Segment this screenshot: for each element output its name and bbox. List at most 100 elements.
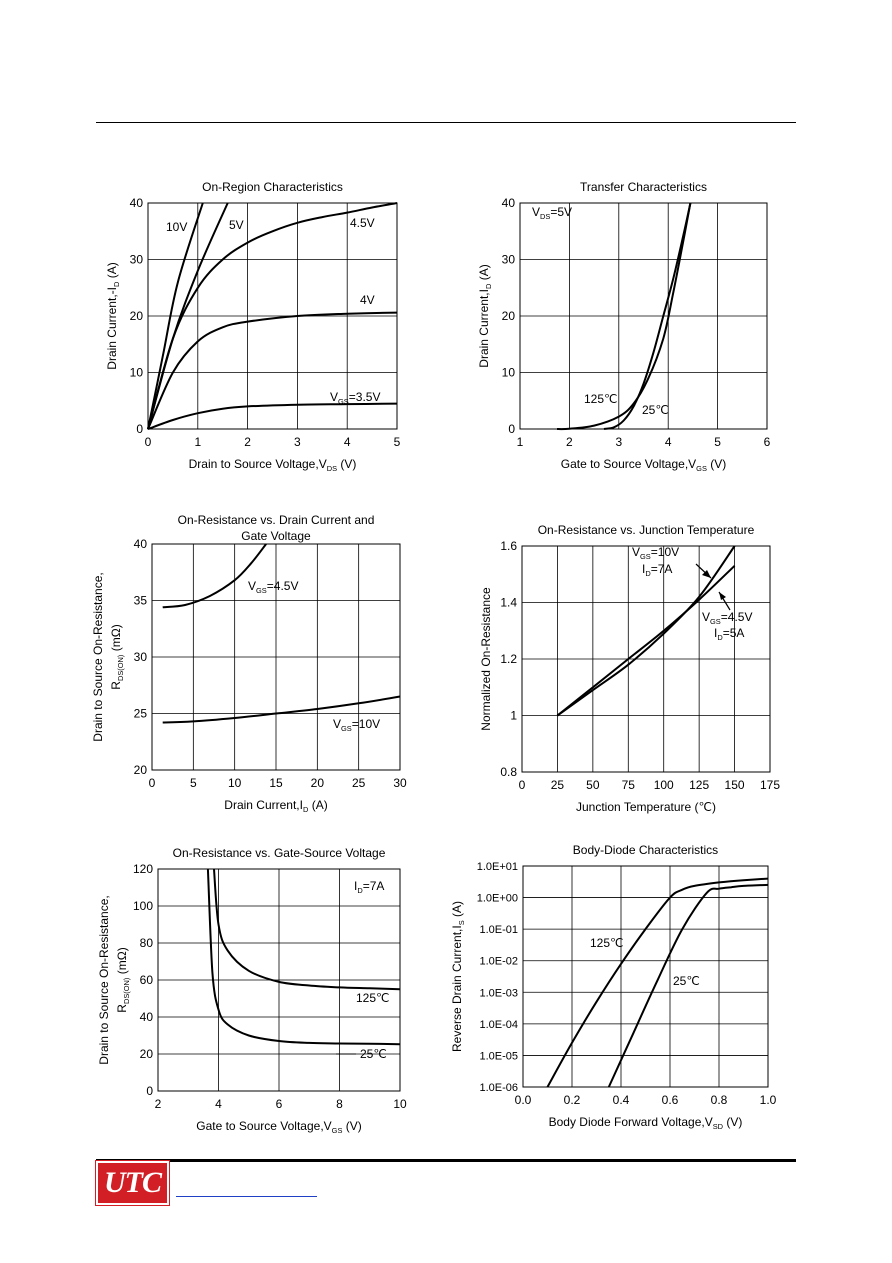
c4-x-tick-label: 125 — [689, 778, 709, 792]
c4-series-label-0: VGS=10V — [632, 545, 679, 561]
c6-plot-frame — [522, 865, 769, 1088]
c1-chart: 0 1 2 3 4 5 0 10 20 30 40 On-Region Characteristics… — [105, 180, 401, 473]
c4-series-label-2: VGS=4.5V — [702, 610, 752, 626]
c3-y-tick-label: 25 — [134, 707, 148, 721]
c6-x-tick-label: 0.6 — [662, 1093, 679, 1107]
c1-x-tick-label: 5 — [394, 435, 401, 449]
c4-y-tick-label: 0.8 — [500, 765, 517, 779]
c4-series-label-1: ID=7A — [642, 562, 672, 578]
c1-x-tick-label: 3 — [294, 435, 301, 449]
c4-arrowhead-4-5v — [719, 592, 726, 600]
c6-series-line-1 — [607, 883, 769, 1088]
c1-x-axis-label: Drain to Source Voltage,VDS (V) — [189, 457, 357, 473]
c5-y-tick-label: 0 — [146, 1084, 153, 1098]
c6-y-tick-label: 1.0E-03 — [479, 987, 518, 999]
c3-x-tick-label: 10 — [228, 776, 242, 790]
c2-x-tick-label: 4 — [665, 435, 672, 449]
c2-label-125c: 125℃ — [584, 392, 618, 406]
c6-x-tick-label: 0.0 — [515, 1093, 532, 1107]
c6-y-tick-label: 1.0E+00 — [477, 893, 518, 905]
c4-series-label-3: ID=5A — [714, 626, 744, 642]
c5-y-tick-label: 60 — [140, 973, 154, 987]
c4-title: On-Resistance vs. Junction Temperature — [538, 523, 755, 537]
c4-arrowhead-10v — [702, 570, 711, 578]
c5-label-25c: 25℃ — [360, 1047, 387, 1061]
c1-series-line-3 — [147, 311, 398, 430]
c6-x-tick-label: 0.4 — [613, 1093, 630, 1107]
top-rule — [96, 122, 796, 123]
c4-chart: 0 25 50 75 100 125 150 175 0.8 1 1.2 1.4 1.6 On-Resis… — [479, 523, 780, 814]
c1-label-4v: 4V — [360, 293, 375, 307]
c3-x-tick-label: 20 — [311, 776, 325, 790]
c1-label-vgs-3-5v: VGS=3.5V — [330, 390, 380, 406]
c3-series-line-0 — [162, 543, 267, 609]
c4-x-axis-label: Junction Temperature (℃) — [576, 800, 716, 814]
c4-x-tick-label: 0 — [519, 778, 526, 792]
c5-x-tick-label: 6 — [276, 1097, 283, 1111]
c1-plot-frame — [147, 202, 398, 430]
c6-label-25c: 25℃ — [673, 974, 700, 988]
c2-x-tick-label: 3 — [615, 435, 622, 449]
c5-x-tick-label: 4 — [215, 1097, 222, 1111]
c2-x-tick-label: 2 — [566, 435, 573, 449]
c3-y-axis-label-line2: RDS(ON) (mΩ) — [109, 624, 125, 689]
c3-x-tick-label: 5 — [190, 776, 197, 790]
c3-x-tick-label: 15 — [269, 776, 283, 790]
c1-label-4-5v: 4.5V — [350, 216, 375, 230]
c3-title: On-Resistance vs. Drain Current and — [178, 513, 375, 527]
c4-y-tick-label: 1.6 — [500, 539, 517, 553]
c5-y-tick-label: 80 — [140, 936, 154, 950]
c2-y-tick-label: 20 — [502, 309, 516, 323]
c4-series-line-1 — [556, 565, 736, 717]
bottom-rule — [96, 1159, 796, 1162]
c1-y-tick-label: 10 — [130, 366, 144, 380]
c3-y-axis-label: Drain to Source On-Resistance, — [91, 572, 105, 741]
c1-y-axis-label: Drain Current,-ID (A) — [105, 262, 121, 369]
c2-label-25c: 25℃ — [642, 403, 669, 417]
c5-y-axis-label-line2: RDS(ON) (mΩ) — [115, 947, 131, 1012]
c6-x-axis-label: Body Diode Forward Voltage,VSD (V) — [549, 1115, 743, 1131]
c5-y-tick-label: 120 — [133, 862, 153, 876]
c1-label-5v: 5V — [229, 218, 244, 232]
c2-annotation-vds: VDS=5V — [532, 205, 572, 221]
c1-label-10v: 10V — [166, 220, 187, 234]
c1-x-tick-label: 1 — [194, 435, 201, 449]
c1-series-line-0 — [147, 202, 204, 430]
c6-y-tick-label: 1.0E-05 — [479, 1050, 518, 1062]
c1-x-tick-label: 4 — [344, 435, 351, 449]
c3-y-tick-label: 20 — [134, 763, 148, 777]
c4-x-tick-label: 75 — [622, 778, 636, 792]
c5-title: On-Resistance vs. Gate-Source Voltage — [173, 846, 386, 860]
c5-y-tick-label: 100 — [133, 899, 153, 913]
c6-x-tick-label: 1.0 — [760, 1093, 777, 1107]
c4-x-tick-label: 25 — [551, 778, 565, 792]
c6-label-125c: 125℃ — [590, 936, 624, 950]
c3-x-axis-label: Drain Current,ID (A) — [224, 798, 327, 814]
c5-annotation-id: ID=7A — [354, 879, 384, 895]
c3-x-tick-label: 30 — [393, 776, 407, 790]
c4-plot-frame — [521, 545, 771, 773]
c5-series-line-1 — [206, 868, 401, 1046]
c2-x-tick-label: 1 — [517, 435, 524, 449]
c2-y-axis-label: Drain Current,ID (A) — [477, 264, 493, 367]
c2-plot-frame — [519, 202, 768, 430]
c6-y-tick-label: 1.0E-02 — [479, 956, 518, 968]
c1-series-line-4 — [147, 402, 398, 430]
c3-title-line2: Gate Voltage — [241, 529, 311, 543]
c4-y-tick-label: 1.2 — [500, 652, 517, 666]
footer-link-underline[interactable] — [176, 1196, 317, 1197]
c6-y-tick-label: 1.0E+01 — [477, 861, 518, 873]
c6-series-line-0 — [546, 877, 769, 1088]
c3-y-tick-label: 35 — [134, 594, 148, 608]
c1-x-tick-label: 0 — [145, 435, 152, 449]
c6-title: Body-Diode Characteristics — [573, 843, 718, 857]
c3-chart: 0 5 10 15 20 25 30 20 25 30 35 40 On-Resistance vs. … — [91, 513, 407, 814]
c1-y-tick-label: 0 — [136, 422, 143, 436]
c6-x-tick-label: 0.2 — [564, 1093, 581, 1107]
c2-y-tick-label: 30 — [502, 253, 516, 267]
c6-x-tick-label: 0.8 — [711, 1093, 728, 1107]
c4-x-tick-label: 50 — [586, 778, 600, 792]
c4-x-tick-label: 100 — [654, 778, 674, 792]
